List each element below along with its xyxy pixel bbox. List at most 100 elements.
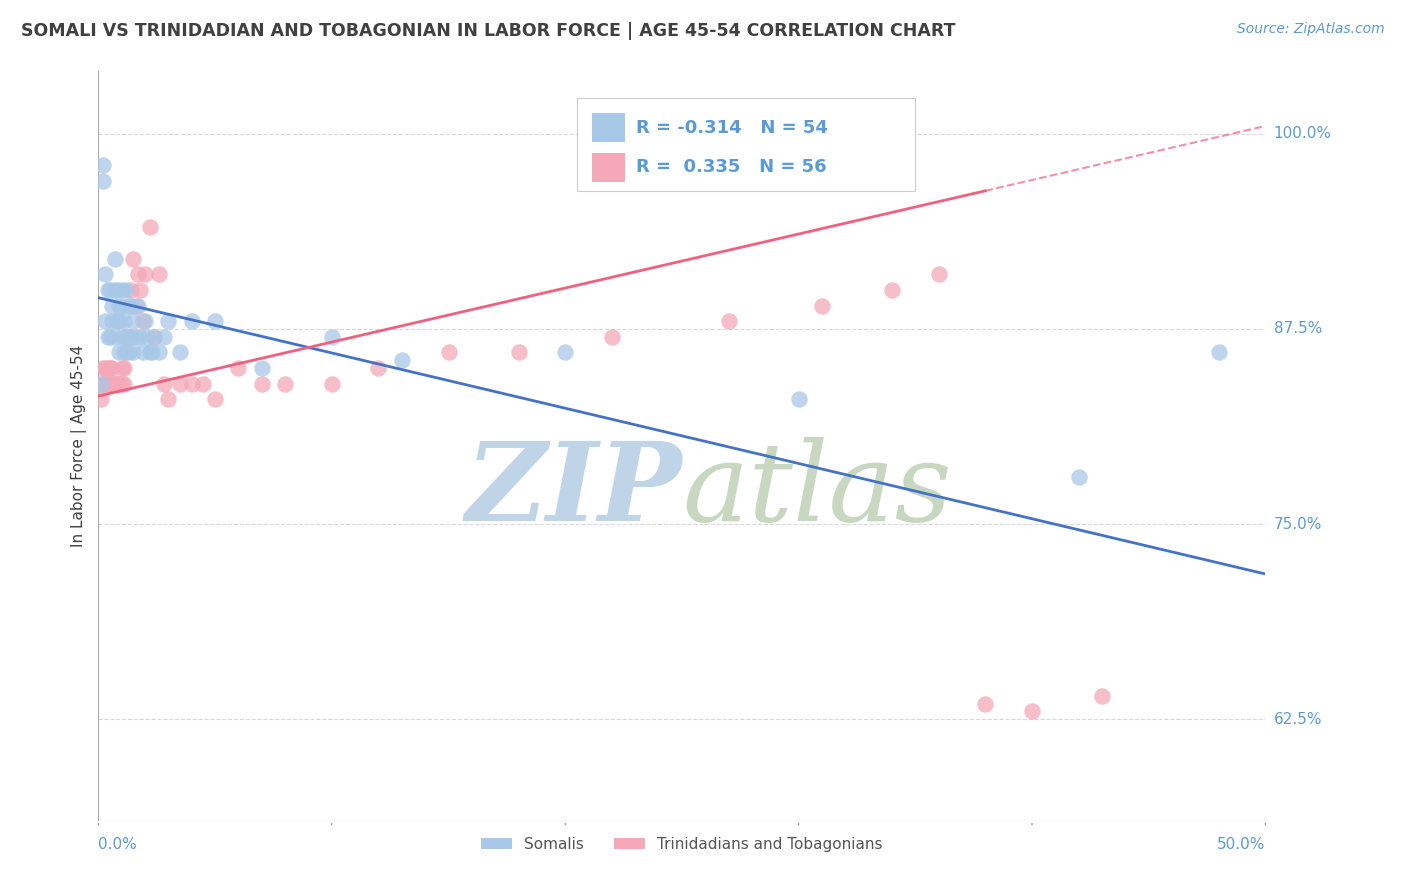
Text: SOMALI VS TRINIDADIAN AND TOBAGONIAN IN LABOR FORCE | AGE 45-54 CORRELATION CHAR: SOMALI VS TRINIDADIAN AND TOBAGONIAN IN …	[21, 22, 956, 40]
Point	[125, 330, 148, 344]
Point	[367, 361, 389, 376]
Point	[105, 376, 128, 391]
Point	[115, 345, 138, 359]
Point	[129, 330, 152, 344]
Point	[157, 392, 180, 407]
Point	[139, 220, 162, 235]
Point	[112, 361, 135, 376]
Text: 0.0%: 0.0%	[98, 838, 138, 853]
Point	[321, 330, 343, 344]
Point	[157, 314, 180, 328]
Point	[112, 314, 135, 328]
Point	[98, 376, 121, 391]
Bar	[592, 153, 624, 181]
Point	[204, 314, 226, 328]
Point	[90, 392, 112, 407]
Point	[94, 268, 117, 282]
Point	[148, 345, 170, 359]
Point	[148, 268, 170, 282]
Point	[104, 283, 127, 297]
Point	[101, 314, 124, 328]
Y-axis label: In Labor Force | Age 45-54: In Labor Force | Age 45-54	[72, 345, 87, 547]
Point	[169, 376, 191, 391]
Point	[105, 283, 128, 297]
Point	[104, 376, 127, 391]
Point	[111, 361, 134, 376]
Point	[98, 330, 121, 344]
Point	[118, 345, 141, 359]
Point	[112, 345, 135, 359]
Point	[122, 252, 145, 266]
Point	[94, 361, 117, 376]
Point	[97, 283, 120, 297]
Point	[321, 376, 343, 391]
Point	[101, 361, 124, 376]
Point	[108, 376, 131, 391]
Point	[122, 314, 145, 328]
Point	[118, 330, 141, 344]
Point	[139, 345, 162, 359]
Text: 50.0%: 50.0%	[1218, 838, 1265, 853]
Point	[136, 330, 159, 344]
Point	[508, 345, 530, 359]
Point	[391, 353, 413, 368]
Point	[880, 283, 903, 297]
Point	[122, 345, 145, 359]
Point	[101, 376, 124, 391]
FancyBboxPatch shape	[576, 97, 915, 191]
Point	[1208, 345, 1230, 359]
Point	[141, 345, 163, 359]
Text: Source: ZipAtlas.com: Source: ZipAtlas.com	[1237, 22, 1385, 37]
Text: 75.0%: 75.0%	[1274, 516, 1322, 532]
Point	[91, 361, 114, 376]
Text: R =  0.335   N = 56: R = 0.335 N = 56	[637, 158, 827, 177]
Point	[127, 268, 149, 282]
Point	[90, 376, 112, 391]
Point	[134, 314, 156, 328]
Point	[94, 314, 117, 328]
Point	[112, 376, 135, 391]
Bar	[592, 113, 624, 142]
Point	[1021, 705, 1043, 719]
Point	[250, 376, 273, 391]
Point	[115, 330, 138, 344]
Point	[91, 158, 114, 172]
Point	[97, 376, 120, 391]
Point	[129, 283, 152, 297]
Point	[91, 174, 114, 188]
Point	[105, 314, 128, 328]
Point	[94, 376, 117, 391]
Point	[101, 299, 124, 313]
Point	[111, 376, 134, 391]
Point	[104, 376, 127, 391]
Point	[437, 345, 460, 359]
Point	[104, 330, 127, 344]
Point	[811, 299, 834, 313]
Point	[97, 361, 120, 376]
Point	[134, 268, 156, 282]
Point	[1067, 470, 1090, 484]
Legend: Somalis, Trinidadians and Tobagonians: Somalis, Trinidadians and Tobagonians	[475, 830, 889, 858]
Point	[108, 345, 131, 359]
Point	[143, 330, 166, 344]
Point	[90, 376, 112, 391]
Point	[105, 376, 128, 391]
Point	[228, 361, 250, 376]
Point	[98, 361, 121, 376]
Point	[132, 345, 155, 359]
Point	[91, 376, 114, 391]
Point	[152, 330, 174, 344]
Text: ZIP: ZIP	[465, 437, 682, 545]
Point	[180, 376, 202, 391]
Point	[127, 299, 149, 313]
Point	[108, 314, 131, 328]
Point	[193, 376, 215, 391]
Point	[1091, 689, 1114, 703]
Point	[169, 345, 191, 359]
Text: R = -0.314   N = 54: R = -0.314 N = 54	[637, 119, 828, 136]
Point	[120, 283, 142, 297]
Point	[152, 376, 174, 391]
Point	[108, 299, 131, 313]
Point	[180, 314, 202, 328]
Point	[204, 392, 226, 407]
